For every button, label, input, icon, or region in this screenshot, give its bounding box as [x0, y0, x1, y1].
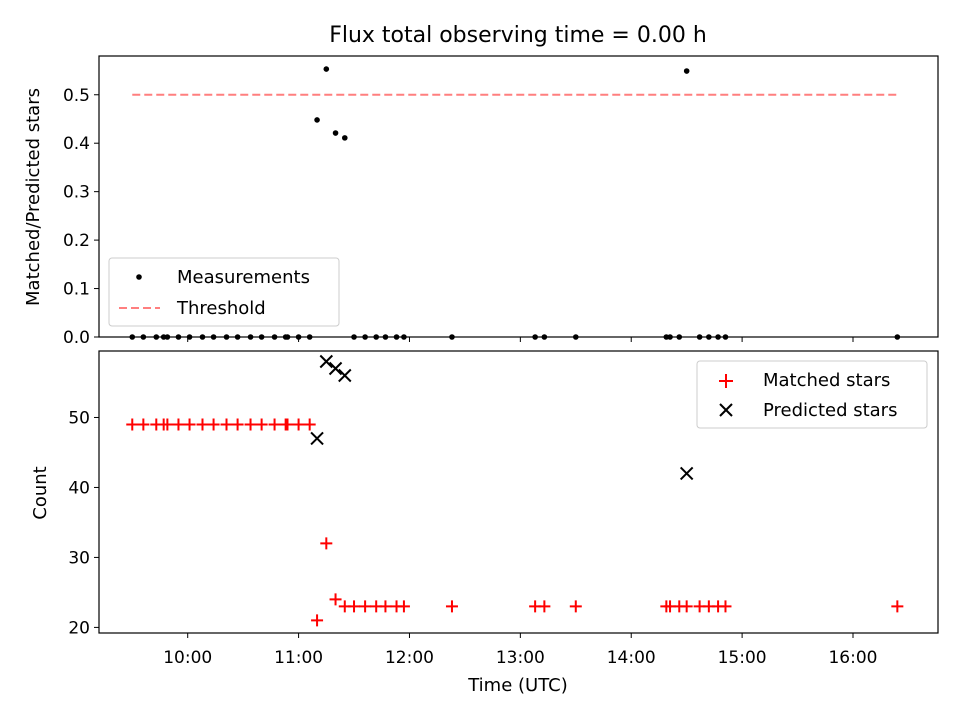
matched-star-point [292, 418, 305, 431]
matched-star-point [281, 418, 294, 431]
y-tick-label: 0.3 [63, 183, 90, 203]
top-plot-panel: 0.0 0.1 0.2 0.3 0.4 0.5 [63, 55, 939, 348]
legend-threshold-label: Threshold [176, 298, 266, 319]
matched-star-point [220, 418, 233, 431]
measurement-point [332, 130, 339, 136]
y-tick-label: 30 [68, 548, 90, 568]
predicted-star-point [328, 361, 343, 376]
y-tick-label: 40 [68, 478, 90, 498]
matched-star-point [719, 600, 732, 613]
legend-matched-marker [719, 374, 733, 388]
legend-predicted-label: Predicted stars [763, 400, 897, 421]
matched-star-point [320, 537, 333, 550]
legend-measurements-label: Measurements [177, 267, 310, 288]
bottom-axes-frame [98, 350, 939, 634]
predicted-star-point [319, 354, 334, 369]
measurement-point [341, 135, 348, 141]
matched-star-point [379, 600, 392, 613]
y-tick-label: 0.4 [63, 134, 90, 154]
legend-predicted-marker [719, 403, 733, 417]
bottom-y-axis-label: Count [30, 466, 51, 519]
y-tick-label: 50 [68, 408, 90, 428]
matched-star-point [183, 418, 196, 431]
matched-star-point [348, 600, 361, 613]
predicted-star-point [679, 466, 694, 481]
top-legend: Measurements Threshold [108, 257, 340, 327]
predicted-star-point [338, 368, 352, 383]
matched-star-point [680, 600, 693, 613]
bottom-legend: Matched stars Predicted stars [696, 360, 928, 429]
matched-star-point [569, 600, 582, 613]
x-tick-label: 15:00 [718, 648, 767, 668]
matched-star-point [538, 600, 551, 613]
matched-star-point [126, 418, 139, 431]
y-tick-label: 0.5 [63, 86, 90, 106]
measurement-point [314, 117, 320, 123]
matched-star-point [207, 418, 220, 431]
legend-matched-label: Matched stars [763, 370, 890, 391]
bottom-plot-panel: 20 30 40 50 10:00 11:00 12:00 13:00 14:00 15:00 16… [68, 350, 939, 668]
top-axes-frame [98, 55, 939, 338]
x-tick-label: 11:00 [274, 648, 323, 668]
matched-star-point [137, 418, 150, 431]
chart-title: Flux total observing time = 0.00 h [329, 23, 707, 48]
measurement-point [683, 68, 690, 74]
y-tick-label: 0.2 [63, 231, 90, 251]
matched-star-point [397, 600, 410, 613]
y-tick-label: 0.1 [63, 280, 90, 300]
matched-star-point [268, 418, 281, 431]
predicted-star-point [310, 431, 324, 446]
y-tick-label: 0.0 [63, 328, 90, 348]
matched-star-point [445, 600, 458, 613]
x-tick-label: 14:00 [607, 648, 656, 668]
matched-star-point [161, 418, 174, 431]
matched-star-point [231, 418, 244, 431]
x-tick-label: 16:00 [828, 648, 877, 668]
x-tick-label: 12:00 [385, 648, 434, 668]
measurement-point [323, 66, 330, 72]
matched-star-point [359, 600, 372, 613]
matched-star-point [255, 418, 268, 431]
matched-star-point [196, 418, 209, 431]
matched-star-point [891, 600, 904, 613]
x-axis-label: Time (UTC) [467, 675, 568, 696]
matched-star-point [303, 418, 316, 431]
matched-star-point [244, 418, 257, 431]
x-tick-label: 10:00 [163, 648, 212, 668]
top-y-axis-label: Matched/Predicted stars [23, 88, 44, 306]
matched-star-point [329, 593, 342, 606]
legend-measurements-marker [136, 274, 142, 280]
matched-star-point [172, 418, 185, 431]
x-tick-label: 13:00 [496, 648, 545, 668]
y-tick-label: 20 [68, 618, 90, 638]
matched-star-point [311, 614, 324, 627]
